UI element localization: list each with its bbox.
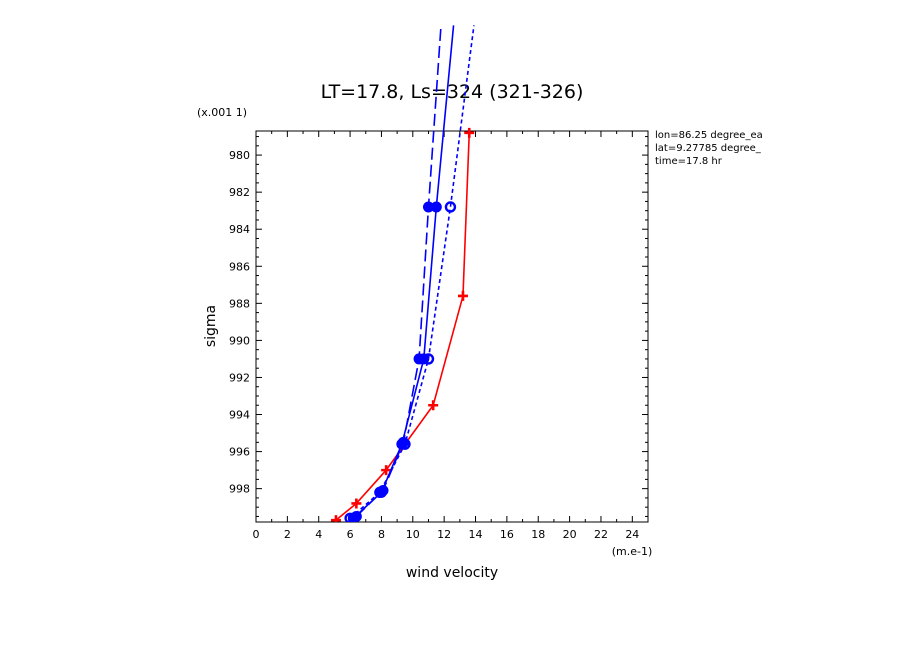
series-1-point: [330, 515, 341, 522]
y-tick-label: 980: [229, 149, 250, 162]
info-lon: lon=86.25 degree_ea: [655, 130, 763, 141]
series-4-point: [374, 486, 386, 499]
y-tick-label: 990: [229, 334, 250, 347]
x-unit-label: (m.e-1): [612, 545, 653, 558]
x-axis-title: wind velocity: [406, 565, 498, 581]
y-axis-title: sigma: [203, 305, 219, 347]
y-tick-label: 984: [229, 223, 250, 236]
series-line-4: [349, 25, 475, 519]
x-tick-label: 10: [406, 528, 420, 541]
info-lat: lat=9.27785 degree_: [655, 143, 762, 154]
series-1-point: [457, 290, 468, 301]
y-unit-label: (x.001 1): [197, 106, 247, 119]
chart-title: LT=17.8, Ls=324 (321-326): [321, 81, 584, 103]
series-line-1: [335, 132, 471, 521]
series-4-point: [344, 512, 356, 522]
x-tick-label: 8: [378, 528, 385, 541]
series-3-point: [422, 201, 434, 213]
series-3-point: [413, 353, 425, 365]
plot-frame: [255, 130, 649, 523]
y-tick-label: 982: [229, 186, 250, 199]
series-4-point: [444, 201, 457, 213]
x-tick-label: 4: [315, 528, 322, 541]
series-1-point: [428, 400, 439, 411]
series-4-point: [399, 438, 411, 450]
x-tick-label: 24: [625, 528, 639, 541]
info-time: time=17.8 hr: [655, 156, 723, 167]
x-tick-label: 22: [594, 528, 608, 541]
y-tick-label: 998: [229, 483, 250, 496]
x-tick-label: 12: [437, 528, 451, 541]
x-tick-label: 0: [253, 528, 260, 541]
x-tick-label: 6: [347, 528, 354, 541]
series-4-point: [422, 353, 435, 365]
x-tick-label: 2: [284, 528, 291, 541]
series-1-point: [381, 465, 392, 476]
y-tick-label: 988: [229, 297, 250, 310]
y-tick-label: 986: [229, 260, 250, 273]
y-tick-label: 996: [229, 446, 250, 459]
y-tick-label: 994: [229, 409, 250, 422]
x-tick-label: 18: [531, 528, 545, 541]
y-tick-label: 992: [229, 371, 250, 384]
series-1-point: [351, 498, 362, 509]
x-tick-label: 20: [563, 528, 577, 541]
series-1-point: [464, 127, 475, 138]
x-tick-label: 14: [469, 528, 483, 541]
x-tick-label: 16: [500, 528, 514, 541]
